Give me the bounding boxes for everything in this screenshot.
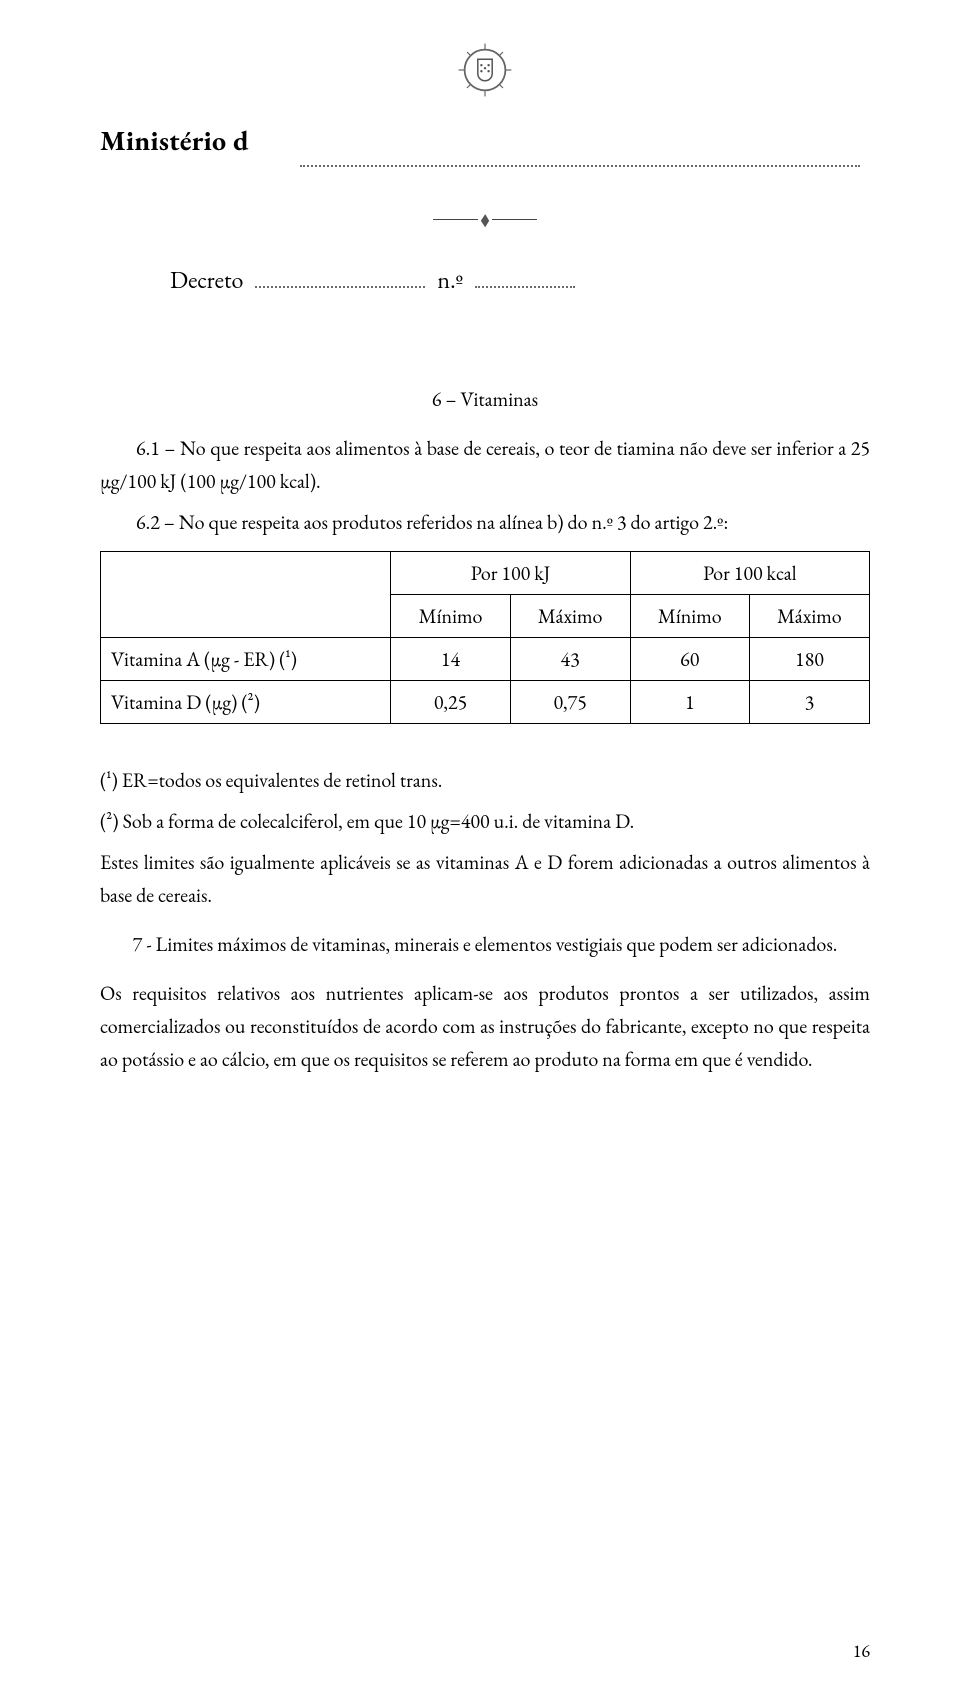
col-kj-min: Mínimo	[391, 594, 510, 637]
decree-label: Decreto	[170, 265, 243, 296]
cell: 3	[749, 680, 869, 723]
footnote-1: (¹) ER=todos os equivalentes de retinol …	[100, 764, 870, 797]
table-row: Vitamina A (μg - ER) (¹) 14 43 60 180	[101, 637, 870, 680]
diamond-separator: ◆	[100, 207, 870, 229]
col-per-kcal: Por 100 kcal	[630, 551, 869, 594]
section-7-body: Os requisitos relativos aos nutrientes a…	[100, 977, 870, 1076]
cell: 0,25	[391, 680, 510, 723]
page-number: 16	[853, 1640, 870, 1663]
ministry-dotted-line	[300, 165, 860, 167]
cell: 14	[391, 637, 510, 680]
ministry-label: Ministério d	[100, 123, 870, 159]
row-vitD-label: Vitamina D (μg) (²)	[101, 680, 391, 723]
footnote-applic: Estes limites são igualmente aplicáveis …	[100, 846, 870, 912]
cell: 180	[749, 637, 869, 680]
table-row: Vitamina D (μg) (²) 0,25 0,75 1 3	[101, 680, 870, 723]
row-vitA-label: Vitamina A (μg - ER) (¹)	[101, 637, 391, 680]
table-stub	[101, 551, 391, 637]
cell: 1	[630, 680, 749, 723]
cell: 43	[510, 637, 630, 680]
coat-of-arms-icon	[455, 40, 515, 100]
cell: 0,75	[510, 680, 630, 723]
footnote-2: (²) Sob a forma de colecalciferol, em qu…	[100, 805, 870, 838]
section-6-title: 6 – Vitaminas	[100, 386, 870, 412]
emblem-wrap	[100, 40, 870, 105]
decree-no-label: n.º	[437, 265, 463, 296]
section-7-title: 7 - Limites máximos de vitaminas, minera…	[100, 928, 870, 961]
col-kj-max: Máximo	[510, 594, 630, 637]
col-per-kj: Por 100 kJ	[391, 551, 630, 594]
col-kcal-min: Mínimo	[630, 594, 749, 637]
para-6-2: 6.2 – No que respeita aos produtos refer…	[100, 506, 870, 539]
vitamins-table: Por 100 kJ Por 100 kcal Mínimo Máximo Mí…	[100, 551, 870, 724]
para-6-1: 6.1 – No que respeita aos alimentos à ba…	[100, 432, 870, 498]
decree-field-1	[255, 268, 425, 288]
decree-row: Decreto n.º	[170, 265, 870, 296]
decree-field-2	[475, 268, 575, 288]
cell: 60	[630, 637, 749, 680]
col-kcal-max: Máximo	[749, 594, 869, 637]
